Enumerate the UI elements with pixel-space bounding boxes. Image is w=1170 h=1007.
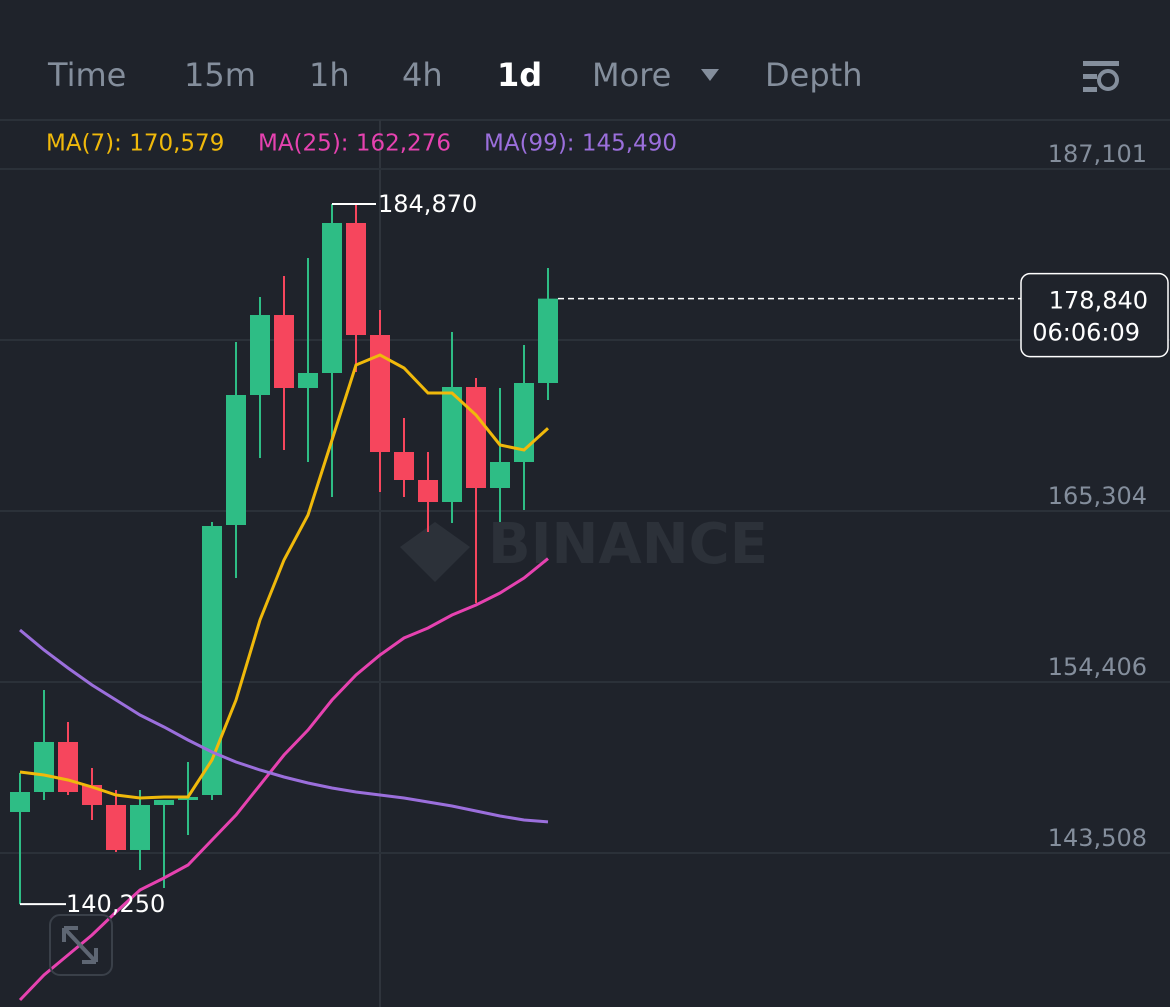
legend-entry: MA(25): 162,276 <box>258 131 451 157</box>
candle-body <box>514 382 534 463</box>
candle-body <box>178 796 198 801</box>
candle-body <box>370 334 390 453</box>
watermark-logo <box>400 522 470 582</box>
ma-line <box>19 353 550 800</box>
tab[interactable]: Time <box>47 56 126 94</box>
legend-entry: MA(99): 145,490 <box>484 131 677 157</box>
grid <box>0 168 1170 855</box>
tab[interactable]: 15m <box>184 56 256 94</box>
watermark: BINANCE <box>488 512 768 577</box>
more-arrow[interactable] <box>701 69 719 81</box>
candle-body <box>298 373 318 389</box>
candle-body <box>346 222 366 335</box>
y-tick-label: 165,304 <box>1048 482 1147 510</box>
candle-body <box>106 804 126 850</box>
candle-body <box>130 804 150 850</box>
countdown: 06:06:09 <box>1032 319 1140 347</box>
candle-body <box>394 452 414 481</box>
candle-body <box>466 386 486 489</box>
settings-icon[interactable] <box>1083 61 1119 92</box>
last-price-label: 178,840 <box>1049 287 1148 315</box>
last-price-box <box>1020 272 1169 358</box>
candle-body <box>58 741 78 793</box>
tab[interactable]: 1d <box>497 56 542 94</box>
min-label: 140,250 <box>66 890 165 918</box>
candle-body <box>202 526 222 795</box>
tab[interactable]: 1h <box>309 56 350 94</box>
candle-body <box>34 741 54 793</box>
candle-body <box>10 792 30 812</box>
tab[interactable]: More <box>592 56 671 94</box>
candle-body <box>418 480 438 502</box>
y-tick-label: 154,406 <box>1048 653 1147 681</box>
candle-body <box>250 315 270 396</box>
candle-body <box>154 800 174 805</box>
max-label: 184,870 <box>378 190 477 218</box>
tab[interactable]: 4h <box>402 56 443 94</box>
candle-body <box>226 395 246 526</box>
ma-line <box>19 628 549 824</box>
legend-entry: MA(7): 170,579 <box>46 131 224 157</box>
candle-body <box>490 462 510 489</box>
ma-line <box>18 557 549 1002</box>
tab[interactable]: Depth <box>765 56 862 94</box>
plot <box>10 204 558 1002</box>
candle-body <box>274 315 294 389</box>
candle-body <box>442 386 462 502</box>
candle-body <box>538 298 558 383</box>
candle-body <box>322 222 342 374</box>
y-tick-label: 187,101 <box>1048 140 1147 168</box>
expand-button[interactable] <box>49 914 113 976</box>
y-tick-label: 143,508 <box>1048 824 1147 852</box>
